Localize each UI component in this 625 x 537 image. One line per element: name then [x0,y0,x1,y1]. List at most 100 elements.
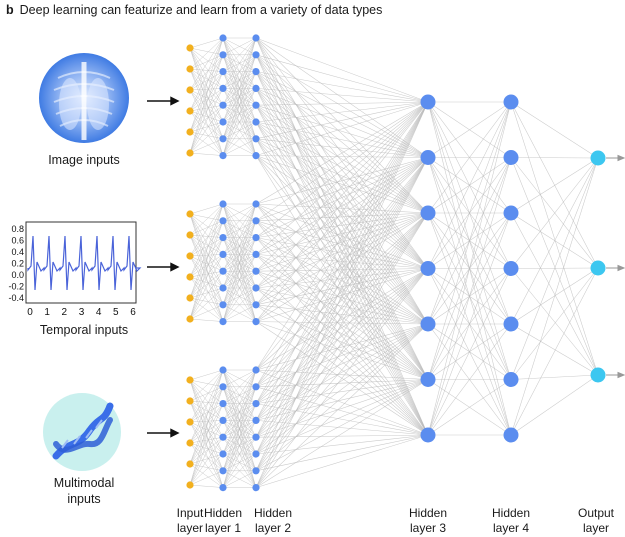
edge [189,37,224,112]
edge [189,88,224,91]
edge [255,157,429,222]
edge [189,220,224,257]
edge [255,157,429,488]
edge [189,121,224,154]
input-layer-label: Input layer [176,506,204,535]
hidden-1-node [219,217,227,225]
edge [255,101,429,387]
hidden-1-node [219,118,227,126]
edge [222,420,257,488]
multimodal-line2: inputs [67,492,101,506]
edge [255,54,429,158]
hidden-1-node [219,416,227,424]
edge [189,89,224,156]
edge [222,37,257,56]
edge [255,434,429,472]
edge [255,379,429,488]
edge [189,89,224,139]
edge [255,37,429,103]
edge [222,203,257,322]
edge [255,203,429,214]
edge [255,101,429,421]
edge [189,203,224,215]
edge [255,268,429,455]
edge [222,254,257,322]
edge [255,212,429,404]
edge [255,212,429,371]
edge [189,89,224,123]
hidden-1-node [219,366,227,374]
hidden-1-node [219,450,227,458]
edge [510,157,599,325]
edge [255,37,429,158]
edge [255,157,429,455]
hidden-3-node [420,150,436,165]
edge [222,203,257,305]
edge [189,203,224,320]
edge [255,157,429,404]
hidden-4-node [503,372,519,387]
edge [222,369,257,471]
input-arrows [147,96,180,438]
input-node [186,439,194,447]
edge [255,71,429,103]
hidden-2-node [252,68,260,76]
edge [189,220,224,320]
edge [189,420,224,423]
edge [189,369,224,444]
edge [427,268,512,436]
edge [255,157,429,438]
edge [189,437,224,465]
edge [189,276,224,322]
edge [255,157,429,272]
edge [222,437,257,488]
edge [189,254,224,320]
edge [255,101,429,205]
hidden-2-node [252,416,260,424]
edge [189,71,224,112]
edge [189,304,224,320]
edge [222,54,257,156]
edge [255,379,429,472]
edge [255,212,429,255]
hidden-1-node [219,152,227,160]
hidden-2-node [252,450,260,458]
x-tick-label: 0 [27,307,33,318]
edge [222,37,257,156]
y-tick-label: -0.4 [8,293,24,303]
edge [255,138,429,214]
input-node [186,128,194,136]
hidden-2-node [252,484,260,492]
temporal-inputs-caption: Temporal inputs [39,323,129,337]
edge [189,54,224,154]
edge [189,37,224,91]
edge [255,101,429,305]
edge [255,212,429,322]
edge [189,220,224,278]
hidden-1-node [219,284,227,292]
edge [189,453,224,465]
edge [222,369,257,421]
hidden-1-node [219,400,227,408]
edge [189,203,224,278]
edge [189,71,224,91]
hidden-1-node [219,200,227,208]
edge [189,88,224,112]
hidden-4-node [503,316,519,332]
edge [255,212,429,272]
edge [189,105,224,154]
edge [255,101,429,156]
edge [222,287,257,322]
edge [510,157,599,436]
edge [255,101,429,455]
edge [189,237,224,299]
connection-edges [189,37,599,488]
edge [427,101,512,158]
input-node [186,294,194,302]
edge [510,267,599,436]
edge [222,37,257,72]
edge [189,89,224,106]
edge [222,37,257,106]
edge [510,101,599,376]
edge [189,54,224,112]
